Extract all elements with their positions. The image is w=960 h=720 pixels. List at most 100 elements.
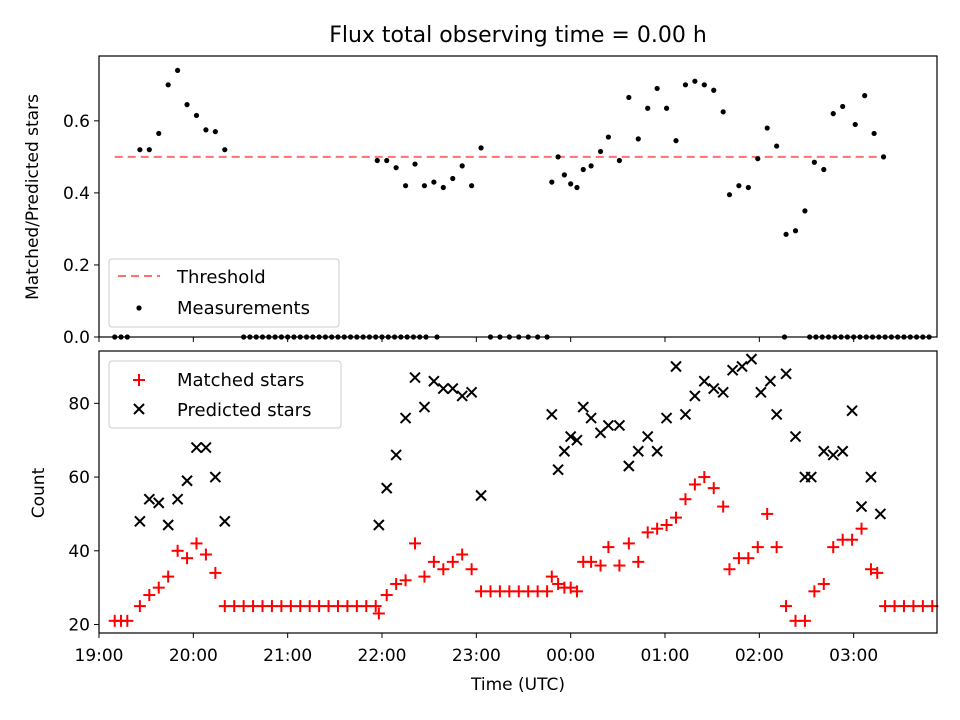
bottom-panel-marks bbox=[108, 353, 939, 627]
predicted-star-stroke-b bbox=[689, 390, 701, 402]
measurement-point bbox=[764, 125, 770, 131]
matched-star-point bbox=[162, 570, 175, 583]
measurement-point bbox=[745, 184, 751, 191]
matched-star-point bbox=[390, 577, 403, 590]
predicted-star-stroke-b bbox=[437, 382, 450, 395]
matched-star-point bbox=[651, 522, 664, 535]
bottom-legend-box bbox=[108, 360, 342, 429]
predicted-star-stroke-b bbox=[447, 382, 459, 395]
predicted-star-point bbox=[698, 375, 711, 387]
predicted-star-point bbox=[571, 434, 583, 446]
top-legend: Threshold Measurements bbox=[108, 258, 340, 328]
matched-star-point bbox=[602, 541, 615, 554]
predicted-star-stroke-b bbox=[190, 441, 203, 454]
matched-star-point bbox=[552, 577, 565, 590]
matched-star-point bbox=[380, 589, 393, 602]
predicted-star-stroke-b bbox=[409, 371, 421, 384]
measurement-point bbox=[862, 93, 868, 99]
x-tick-label: 22:00 bbox=[358, 646, 407, 666]
predicted-star-stroke-b bbox=[770, 408, 783, 421]
y-tick-label: 0.2 bbox=[63, 256, 90, 276]
measurement-point bbox=[645, 105, 651, 111]
matched-star-point bbox=[564, 581, 577, 594]
predicted-star-point bbox=[162, 519, 174, 531]
matched-star-point bbox=[761, 507, 774, 520]
measurement-point bbox=[459, 163, 465, 169]
y-tick-label: 60 bbox=[68, 468, 90, 488]
measurement-point bbox=[146, 147, 152, 153]
measurement-point bbox=[212, 129, 218, 135]
predicted-star-point bbox=[475, 489, 487, 502]
predicted-star-point bbox=[381, 482, 393, 494]
predicted-star-point bbox=[546, 408, 558, 421]
legend-matched-label: Matched stars bbox=[177, 370, 304, 391]
predicted-star-stroke-b bbox=[670, 360, 682, 373]
predicted-star-point bbox=[660, 412, 673, 424]
measurement-point bbox=[605, 134, 612, 140]
predicted-star-stroke-b bbox=[717, 386, 729, 398]
predicted-star-stroke-b bbox=[585, 412, 597, 424]
measurement-point bbox=[393, 165, 399, 171]
matched-star-point bbox=[780, 600, 793, 613]
matched-star-point bbox=[660, 518, 673, 531]
matched-star-point bbox=[717, 500, 730, 513]
predicted-star-stroke-b bbox=[874, 508, 887, 520]
predicted-star-stroke-b bbox=[571, 434, 583, 446]
matched-star-point bbox=[427, 555, 440, 568]
predicted-star-stroke-b bbox=[764, 375, 777, 387]
measurement-point bbox=[840, 103, 846, 110]
matched-star-point bbox=[190, 537, 203, 550]
x-tick-label: 21:00 bbox=[263, 646, 312, 666]
measurement-point bbox=[880, 154, 887, 160]
predicted-star-point bbox=[818, 445, 830, 457]
measurement-point bbox=[774, 143, 780, 149]
predicted-star-stroke-b bbox=[602, 419, 615, 432]
predicted-star-point bbox=[736, 360, 748, 373]
measurement-point bbox=[203, 127, 209, 133]
predicted-star-stroke-b bbox=[789, 430, 802, 443]
matched-star-point bbox=[181, 552, 194, 565]
measurement-point bbox=[193, 112, 200, 119]
measurement-point bbox=[852, 121, 858, 128]
top-panel-frame bbox=[98, 55, 938, 338]
measurement-point bbox=[402, 183, 409, 189]
measurement-point bbox=[811, 159, 817, 165]
predicted-star-point bbox=[143, 493, 156, 505]
predicted-star-stroke-b bbox=[219, 515, 231, 528]
measurement-point bbox=[830, 111, 836, 117]
y-tick-label: 0.0 bbox=[63, 328, 90, 348]
predicted-star-stroke-b bbox=[171, 493, 184, 505]
legend-predicted-swatch bbox=[133, 403, 145, 415]
matched-star-point bbox=[827, 541, 840, 554]
matched-star-point bbox=[545, 570, 558, 583]
matched-star-point bbox=[369, 600, 382, 613]
predicted-star-stroke-b bbox=[558, 445, 571, 457]
predicted-star-point bbox=[679, 408, 692, 421]
matched-star-point bbox=[133, 600, 146, 613]
measurement-point bbox=[711, 87, 717, 93]
predicted-star-stroke-b bbox=[465, 386, 478, 398]
measurement-point bbox=[692, 78, 698, 84]
predicted-star-stroke-b bbox=[679, 408, 692, 421]
predicted-star-point bbox=[855, 500, 868, 513]
measurement-point bbox=[469, 183, 475, 189]
predicted-star-point bbox=[209, 471, 222, 483]
bottom-legend: Matched stars Predicted stars bbox=[108, 360, 342, 429]
predicted-star-point bbox=[577, 401, 589, 413]
matched-star-point bbox=[585, 555, 598, 568]
measurement-point bbox=[184, 102, 190, 108]
measurement-point bbox=[156, 130, 162, 137]
predicted-star-stroke-b bbox=[456, 390, 468, 402]
measurement-point bbox=[597, 148, 604, 155]
matched-star-point bbox=[846, 533, 859, 546]
x-tick-label: 03:00 bbox=[829, 646, 878, 666]
legend-measurements-swatch bbox=[136, 305, 142, 311]
predicted-star-point bbox=[564, 430, 577, 443]
predicted-star-point bbox=[623, 460, 635, 472]
measurement-point bbox=[561, 172, 567, 178]
matched-star-point bbox=[372, 607, 385, 620]
predicted-star-point bbox=[865, 471, 877, 483]
legend-threshold-label: Threshold bbox=[176, 267, 266, 288]
